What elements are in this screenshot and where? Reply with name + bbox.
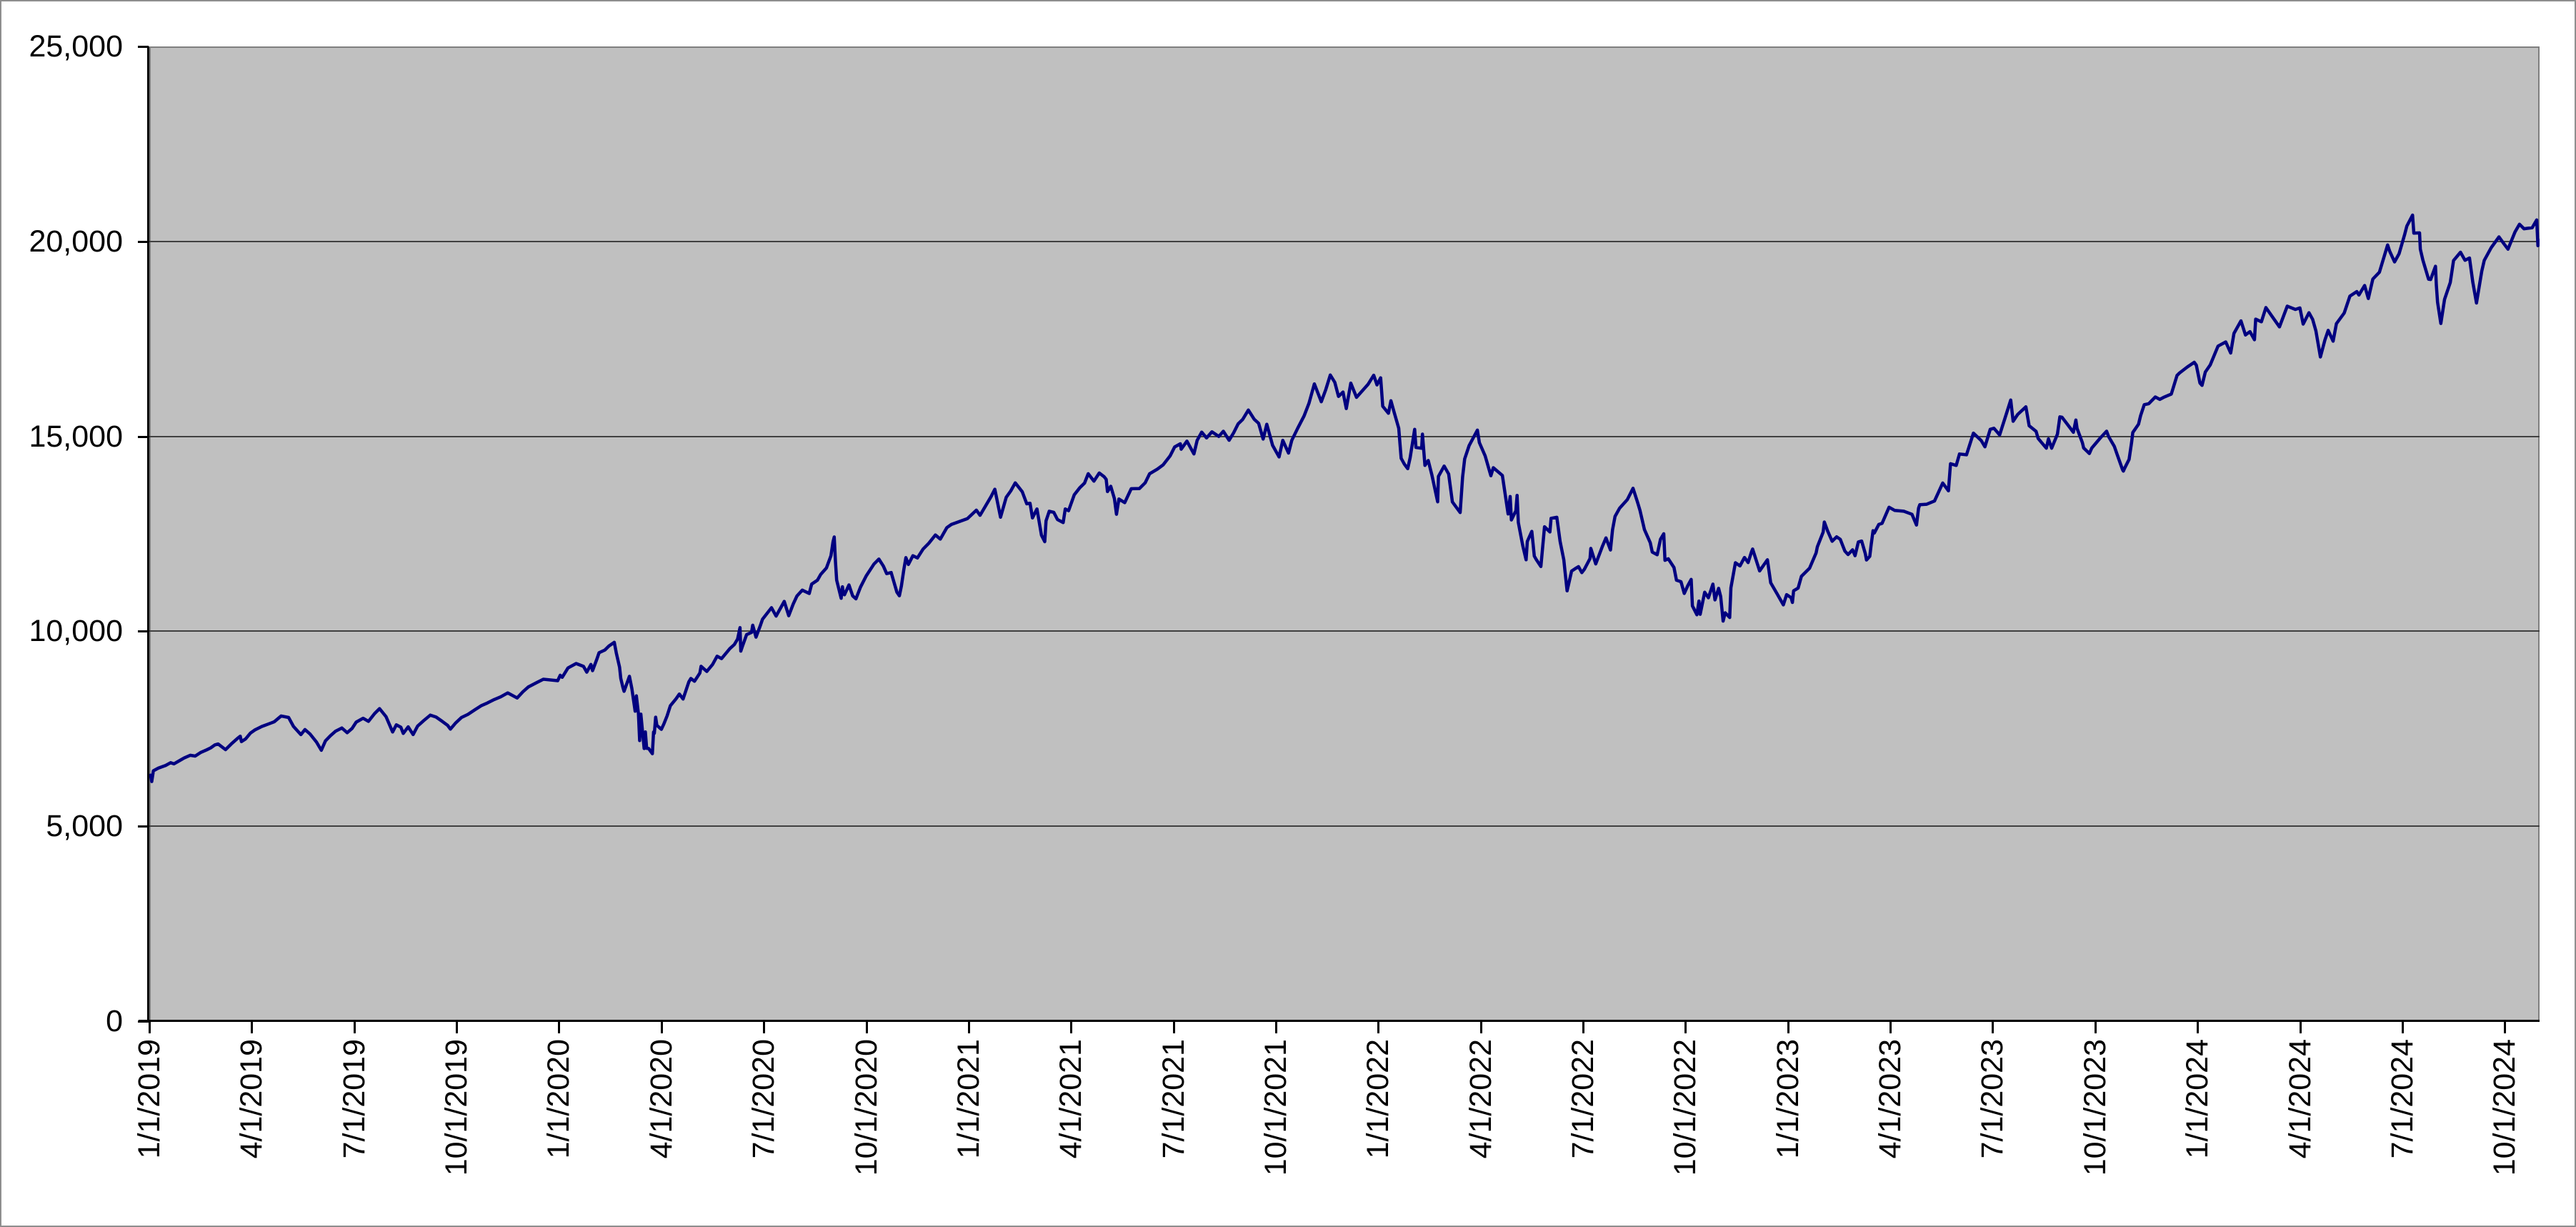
x-axis-label: 1/1/2023 (1770, 1039, 1805, 1159)
x-tick (1992, 1022, 1995, 1033)
x-tick (251, 1022, 254, 1033)
x-axis-label: 4/1/2019 (234, 1039, 269, 1159)
line-chart (149, 213, 2540, 783)
y-tick (138, 46, 149, 48)
x-axis-label: 4/1/2020 (644, 1039, 679, 1159)
gridline (149, 435, 2540, 437)
x-axis-label: 7/1/2019 (336, 1039, 371, 1159)
y-tick (138, 1020, 149, 1023)
x-tick (2504, 1022, 2507, 1033)
x-axis-label: 7/1/2022 (1566, 1039, 1601, 1159)
y-axis-label: 20,000 (29, 224, 123, 259)
x-axis-label: 1/1/2024 (2180, 1039, 2215, 1159)
x-tick (149, 1022, 151, 1033)
y-axis-label: 25,000 (29, 29, 123, 64)
x-tick (1889, 1022, 1892, 1033)
x-tick (558, 1022, 561, 1033)
x-tick (2401, 1022, 2404, 1033)
y-axis-line (147, 46, 149, 1022)
x-axis-label: 4/1/2022 (1463, 1039, 1498, 1159)
y-tick (138, 240, 149, 243)
x-axis-label: 10/1/2021 (1258, 1039, 1293, 1176)
x-axis-label: 10/1/2020 (849, 1039, 884, 1176)
y-axis-label: 15,000 (29, 419, 123, 454)
gridline (149, 630, 2540, 632)
x-tick (1684, 1022, 1687, 1033)
gridline (149, 825, 2540, 828)
x-tick (967, 1022, 970, 1033)
x-axis-label: 1/1/2022 (1361, 1039, 1396, 1159)
x-tick (1070, 1022, 1073, 1033)
plot-area (149, 46, 2540, 1021)
x-tick (1582, 1022, 1585, 1033)
x-axis-label: 1/1/2021 (951, 1039, 986, 1159)
x-axis-label: 7/1/2021 (1156, 1039, 1191, 1159)
x-tick (456, 1022, 459, 1033)
y-axis-label: 5,000 (46, 809, 123, 844)
y-tick (138, 630, 149, 633)
gridline (149, 240, 2540, 242)
x-tick (1274, 1022, 1277, 1033)
y-tick (138, 435, 149, 438)
x-tick (353, 1022, 356, 1033)
x-tick (763, 1022, 766, 1033)
price-line (149, 213, 2540, 783)
x-axis-label: 7/1/2024 (2385, 1039, 2420, 1159)
y-axis-label: 10,000 (29, 614, 123, 649)
x-tick (1172, 1022, 1175, 1033)
x-axis-line (139, 1020, 2540, 1022)
x-axis-label: 1/1/2020 (541, 1039, 576, 1159)
x-axis-label: 4/1/2023 (1873, 1039, 1908, 1159)
x-tick (1479, 1022, 1482, 1033)
x-tick (660, 1022, 663, 1033)
x-tick (1377, 1022, 1380, 1033)
x-axis-label: 4/1/2024 (2282, 1039, 2317, 1159)
x-tick (1787, 1022, 1789, 1033)
y-tick (138, 825, 149, 828)
x-tick (2197, 1022, 2200, 1033)
y-axis-label: 0 (106, 1004, 123, 1038)
x-axis-label: 10/1/2022 (1668, 1039, 1703, 1176)
x-tick (865, 1022, 868, 1033)
x-axis-label: 7/1/2020 (747, 1039, 782, 1159)
x-axis-label: 7/1/2023 (1975, 1039, 2010, 1159)
x-axis-label: 1/1/2019 (132, 1039, 166, 1159)
x-axis-label: 10/1/2023 (2077, 1039, 2112, 1176)
x-axis-label: 10/1/2019 (439, 1039, 474, 1176)
x-axis-label: 4/1/2021 (1054, 1039, 1089, 1159)
x-axis-label: 10/1/2024 (2487, 1039, 2522, 1176)
x-tick (2094, 1022, 2097, 1033)
x-tick (2299, 1022, 2302, 1033)
